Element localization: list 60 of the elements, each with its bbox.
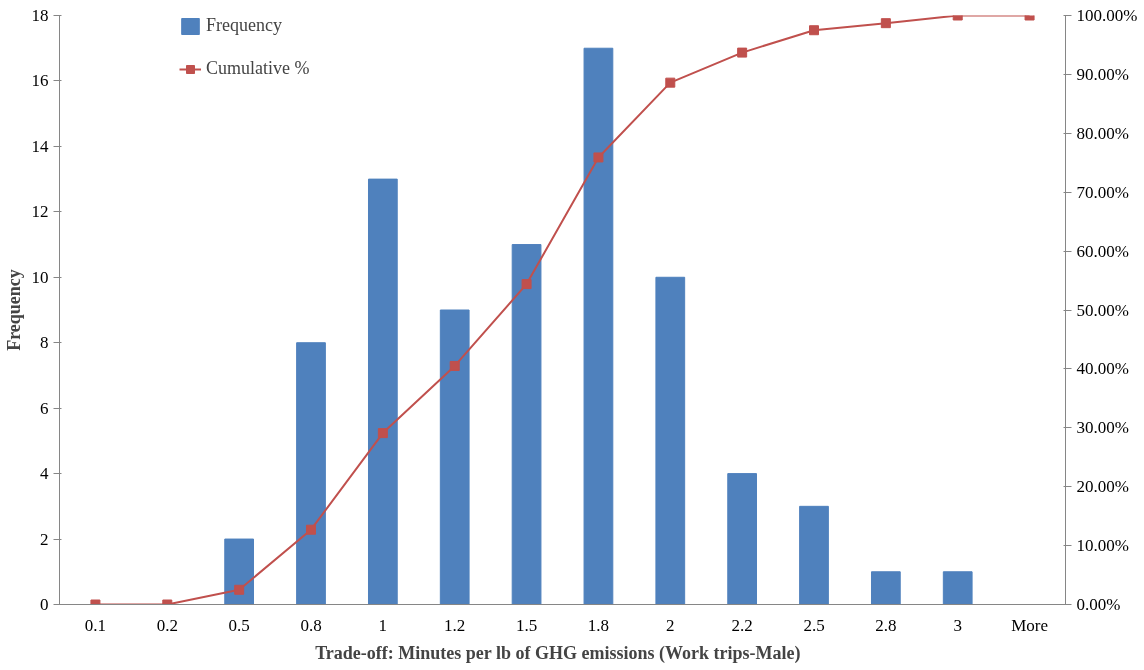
y-tick-label: 4 bbox=[40, 464, 49, 484]
x-tick-label: 0.1 bbox=[84, 615, 107, 635]
point bbox=[665, 77, 676, 88]
bar bbox=[583, 47, 614, 605]
y2-tick-label: 50.00% bbox=[1076, 300, 1129, 320]
y-tick-label: 0 bbox=[40, 595, 49, 614]
bar bbox=[799, 505, 829, 605]
y-tick-label: 2 bbox=[40, 529, 49, 549]
bar bbox=[511, 244, 542, 605]
x-tick-label: More bbox=[1011, 615, 1048, 635]
legend-label: Frequency bbox=[206, 15, 282, 36]
y2-tick-label: 70.00% bbox=[1076, 182, 1129, 202]
y2-tick-label: 80.00% bbox=[1076, 123, 1129, 143]
x-tick-label: 0.8 bbox=[300, 615, 322, 635]
x-tick-label: 1.2 bbox=[444, 615, 466, 635]
point bbox=[737, 47, 748, 58]
y2-tick-label: 90.00% bbox=[1076, 64, 1129, 84]
y-axis-title: Frequency bbox=[3, 269, 24, 351]
legend-label: Cumulative % bbox=[206, 58, 310, 79]
x-tick-label: 1.5 bbox=[515, 615, 538, 635]
y2-tick-label: 60.00% bbox=[1076, 241, 1129, 261]
x-tick-label: 1 bbox=[378, 615, 388, 635]
y2-tick-label: 100.00% bbox=[1076, 6, 1138, 25]
y-tick-label: 12 bbox=[31, 202, 49, 222]
y2-tick-label: 10.00% bbox=[1076, 536, 1129, 556]
bar bbox=[727, 473, 758, 605]
point bbox=[809, 25, 819, 36]
bar bbox=[439, 309, 470, 605]
y2-tick-label: 0.00% bbox=[1076, 595, 1121, 614]
x-tick-label: 0.2 bbox=[156, 615, 178, 635]
point bbox=[449, 360, 460, 371]
y2-tick-label: 20.00% bbox=[1076, 477, 1129, 497]
point bbox=[593, 152, 604, 163]
point bbox=[880, 18, 891, 29]
bar bbox=[224, 538, 255, 605]
point bbox=[306, 524, 316, 535]
x-tick-label: 1.8 bbox=[587, 615, 610, 635]
point bbox=[234, 584, 245, 595]
x-tick-label: 3 bbox=[953, 615, 962, 635]
bar bbox=[296, 342, 326, 605]
point bbox=[521, 279, 532, 290]
x-tick-label: 2 bbox=[666, 615, 675, 635]
bar bbox=[942, 571, 973, 605]
x-tick-label: 0.5 bbox=[228, 615, 250, 635]
point bbox=[377, 428, 388, 439]
y-tick-label: 14 bbox=[31, 136, 49, 156]
x-tick-label: 2.8 bbox=[875, 615, 897, 635]
y-tick-label: 8 bbox=[40, 333, 49, 353]
y-tick-label: 16 bbox=[31, 71, 49, 91]
bar bbox=[367, 178, 398, 605]
y-tick-label: 6 bbox=[40, 398, 49, 418]
x-tick-label: 2.2 bbox=[731, 615, 753, 635]
y-tick-label: 18 bbox=[31, 6, 49, 25]
y2-tick-label: 40.00% bbox=[1076, 359, 1129, 379]
y2-tick-label: 30.00% bbox=[1076, 418, 1129, 438]
x-axis-title: Trade-off: Minutes per lb of GHG emissions (Work trips-Male) bbox=[315, 642, 801, 664]
bar bbox=[870, 571, 901, 605]
x-tick-label: 2.5 bbox=[803, 615, 825, 635]
y-tick-label: 10 bbox=[31, 267, 49, 287]
bar bbox=[655, 276, 686, 605]
